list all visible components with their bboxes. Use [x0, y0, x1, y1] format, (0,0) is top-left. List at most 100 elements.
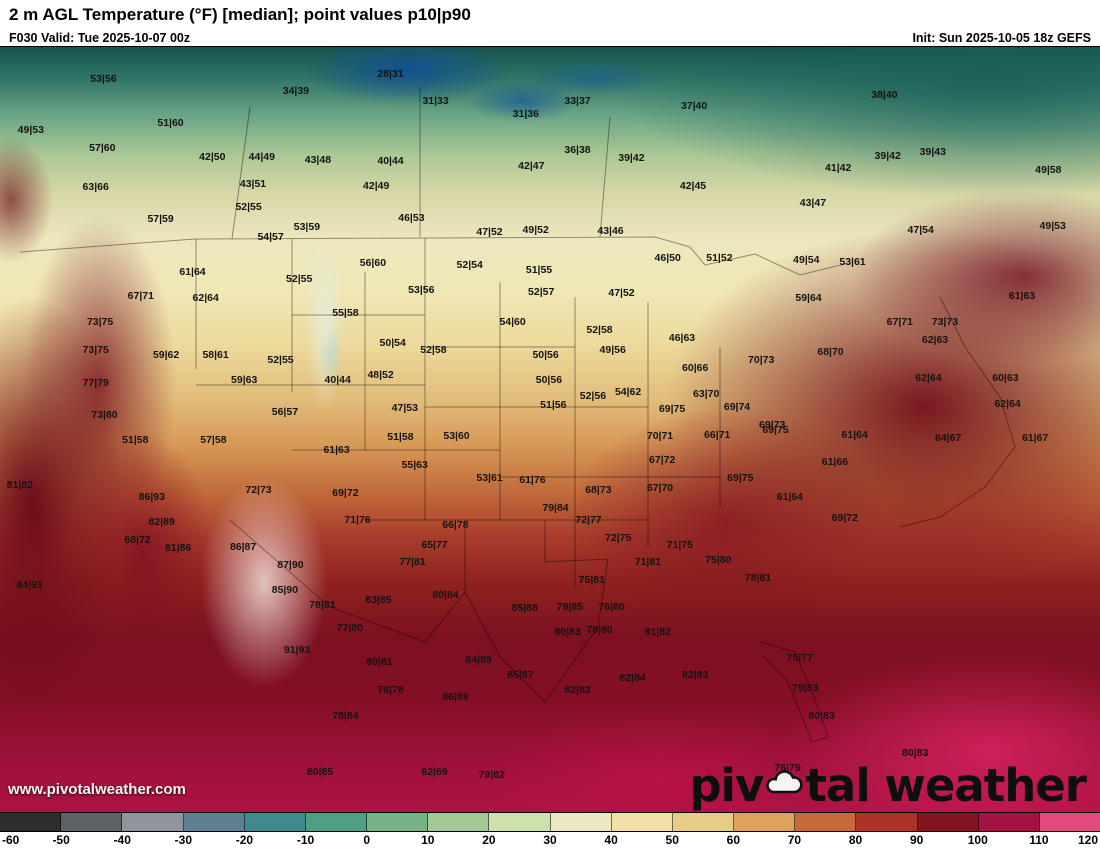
colorbar-segment — [795, 813, 857, 831]
point-value: 51|52 — [706, 251, 733, 264]
point-value: 79|84 — [542, 502, 569, 515]
colorbar-tick: 30 — [543, 833, 557, 847]
colorbar-tick: 100 — [967, 833, 988, 847]
point-value: 53|61 — [476, 471, 503, 484]
point-value: 69|75 — [762, 424, 789, 436]
point-value: 80|83 — [554, 625, 581, 638]
point-value: 85|90 — [271, 583, 299, 596]
point-value: 61|64 — [841, 428, 868, 441]
point-value: 31|36 — [512, 108, 539, 121]
point-value: 59|62 — [152, 349, 180, 362]
point-value: 51|58 — [387, 430, 414, 443]
point-value: 71|75 — [666, 538, 693, 551]
point-value: 41|42 — [825, 161, 852, 174]
point-value: 77|79 — [82, 376, 109, 389]
point-value: 70|71 — [646, 429, 674, 442]
point-value: 52|55 — [267, 353, 294, 366]
point-value: 57|59 — [147, 212, 174, 225]
point-value: 50|56 — [535, 373, 563, 386]
colorbar-tick: -30 — [174, 833, 192, 847]
colorbar-tick: 0 — [363, 833, 370, 847]
point-value: 52|58 — [420, 343, 447, 356]
colorbar-segment — [367, 813, 429, 831]
point-value: 69|72 — [332, 486, 359, 499]
point-value: 85|88 — [511, 601, 538, 614]
point-value: 49|53 — [17, 123, 44, 136]
point-value: 54|62 — [614, 385, 642, 398]
point-value: 51|58 — [122, 433, 149, 446]
point-value: 59|64 — [795, 291, 822, 304]
point-value: 61|63 — [323, 443, 350, 456]
forecast-info-bar: F030 Valid: Tue 2025-10-07 00z Init: Sun… — [0, 29, 1100, 47]
point-value: 49|56 — [599, 343, 626, 356]
point-value: 55|63 — [401, 458, 428, 471]
point-value: 80|83 — [902, 746, 929, 759]
point-value: 67|71 — [886, 315, 913, 328]
point-value: 86|87 — [229, 541, 257, 554]
point-value: 49|52 — [522, 223, 549, 236]
point-value: 70|73 — [748, 353, 775, 366]
point-value: 37|40 — [680, 99, 708, 112]
colorbar-tick: 70 — [787, 833, 802, 847]
point-value: 76|79 — [774, 761, 801, 774]
point-value: 43|48 — [304, 153, 332, 166]
point-value: 61|67 — [1021, 431, 1049, 444]
cloud-icon — [766, 769, 803, 793]
point-value: 42|50 — [199, 150, 226, 163]
point-value: 39|42 — [874, 149, 901, 162]
state-borders-overlay — [19, 87, 1016, 743]
title-bar: 2 m AGL Temperature (°F) [median]; point… — [0, 0, 1100, 29]
point-value: 73|73 — [931, 315, 959, 328]
point-value: 67|70 — [646, 481, 674, 494]
point-value: 66|78 — [442, 518, 469, 531]
point-value: 44|49 — [248, 150, 275, 163]
point-value: 71|81 — [634, 555, 662, 568]
colorbar-segment — [428, 813, 490, 831]
point-value: 52|55 — [235, 200, 262, 213]
point-value: 55|58 — [332, 306, 359, 319]
colorbar: -60 -50 -40 -30 -20 -10 0 10 20 30 40 50 60 70 80 90 100… — [0, 812, 1100, 850]
point-value: 79|85 — [556, 600, 583, 613]
point-value: 78|81 — [309, 598, 336, 611]
map-canvas: www.pivotalweather.com piv tal weather 5… — [0, 47, 1100, 812]
point-value: 61|76 — [519, 473, 546, 486]
point-value: 53|59 — [293, 220, 321, 233]
colorbar-tick: 90 — [909, 833, 924, 847]
colorbar-segment — [672, 813, 735, 831]
point-value: 67|71 — [127, 289, 154, 302]
point-value: 36|38 — [564, 144, 591, 157]
colorbar-tick: -10 — [296, 833, 315, 847]
point-value: 52|57 — [528, 285, 555, 298]
point-value: 84|89 — [465, 653, 492, 666]
colorbar-tick: 120 — [1077, 833, 1098, 847]
point-value: 71|76 — [344, 513, 371, 526]
point-value: 75|81 — [578, 573, 605, 586]
point-value: 46|63 — [668, 331, 696, 344]
point-value: 73|80 — [91, 408, 118, 421]
point-value: 49|54 — [793, 253, 820, 266]
colorbar-tick: 80 — [848, 833, 863, 847]
colorbar-tick: 50 — [665, 833, 679, 847]
point-value: 61|63 — [1008, 289, 1036, 302]
point-value: 51|60 — [157, 116, 184, 129]
point-value: 75|80 — [705, 554, 732, 567]
point-value: 34|39 — [282, 85, 310, 98]
point-value: 38|40 — [871, 88, 898, 101]
colorbar-segment — [61, 813, 123, 831]
colorbar-segment — [1039, 813, 1100, 831]
point-value: 63|70 — [693, 388, 720, 401]
watermark-url: www.pivotalweather.com — [8, 781, 186, 798]
point-value: 82|83 — [682, 668, 709, 681]
point-value: 60|63 — [992, 371, 1019, 384]
point-value: 47|54 — [907, 223, 934, 236]
colorbar-tick: -20 — [235, 833, 254, 847]
point-value: 80|83 — [808, 710, 835, 723]
colorbar-tick: 40 — [604, 833, 618, 847]
point-value: 72|75 — [605, 531, 632, 544]
point-value: 91|93 — [283, 643, 311, 656]
point-value: 79|83 — [792, 681, 819, 694]
point-value: 28|31 — [377, 67, 404, 80]
point-value: 73|75 — [86, 315, 114, 328]
point-value: 43|47 — [799, 196, 827, 209]
colorbar-segment — [550, 813, 612, 831]
